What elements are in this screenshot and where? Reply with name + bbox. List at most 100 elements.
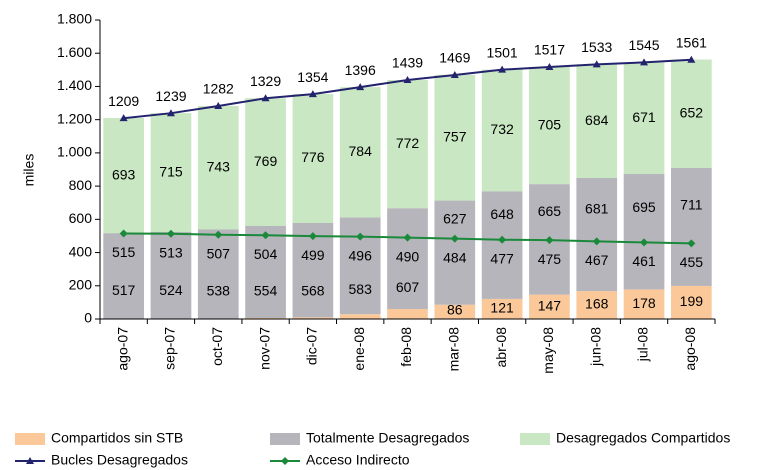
legend-label: Compartidos sin STB <box>51 430 183 446</box>
bar <box>481 69 523 192</box>
line-label: 1533 <box>581 39 612 55</box>
x-tick-label: ene-08 <box>351 327 367 371</box>
bar <box>387 309 428 319</box>
bar <box>529 294 570 319</box>
bar <box>576 64 618 178</box>
bar <box>339 314 381 319</box>
marker <box>356 232 365 241</box>
bar <box>387 208 428 310</box>
x-tick-label: ago-07 <box>114 327 130 371</box>
y-tick-label: 800 <box>69 177 93 193</box>
x-tick-label: oct-07 <box>209 327 225 366</box>
x-tick-label: nov-07 <box>256 327 272 370</box>
marker <box>308 232 317 241</box>
bar-label: 568 <box>301 282 325 298</box>
bar-label: 121 <box>490 300 514 316</box>
bar-label: 705 <box>538 116 562 132</box>
marker <box>640 238 649 247</box>
bar <box>434 74 476 201</box>
bar-label: 769 <box>254 153 278 169</box>
bar <box>671 167 712 286</box>
marker <box>450 70 459 78</box>
bar <box>245 98 286 226</box>
bar-label: 743 <box>207 158 231 174</box>
marker <box>592 60 601 68</box>
line-label: 513 <box>159 244 183 260</box>
line-label: 1545 <box>628 37 659 53</box>
line-label: 1517 <box>534 42 565 58</box>
bar-label: 681 <box>585 200 609 216</box>
x-tick-label: jun-08 <box>587 327 603 367</box>
marker <box>119 229 128 238</box>
line-label: 1439 <box>392 55 423 71</box>
x-tick-label: may-08 <box>540 327 556 374</box>
legend-label: Desagregados Compartidos <box>556 430 730 446</box>
line-label: 515 <box>112 244 136 260</box>
x-tick-label: feb-08 <box>398 327 414 367</box>
bar-label: 538 <box>207 282 231 298</box>
legend-label: Acceso Indirecto <box>306 452 410 468</box>
line-label: 1239 <box>155 88 186 104</box>
marker <box>403 75 412 83</box>
bar <box>197 106 239 230</box>
line-label: 1501 <box>487 44 518 60</box>
line-label: 490 <box>396 248 420 264</box>
line-label: 1209 <box>108 93 139 109</box>
bar <box>576 291 618 319</box>
bar-label: 671 <box>632 109 656 125</box>
y-tick-label: 200 <box>69 276 93 292</box>
bar-label: 772 <box>396 135 420 151</box>
bar <box>339 87 381 218</box>
bar-label: 607 <box>396 279 420 295</box>
bar-label: 517 <box>112 282 136 298</box>
line-label: 1469 <box>439 50 470 66</box>
bar <box>623 62 665 174</box>
bar <box>481 298 523 319</box>
bar <box>671 285 712 319</box>
bar <box>292 94 334 223</box>
marker <box>403 233 412 242</box>
bar-label: 648 <box>490 206 514 222</box>
line-label: 499 <box>301 247 325 263</box>
x-tick-label: dic-07 <box>304 327 320 365</box>
bar-label: 583 <box>349 281 373 297</box>
marker <box>640 58 649 66</box>
y-tick-label: 1.000 <box>57 144 92 160</box>
marker <box>498 235 507 244</box>
y-tick-label: 1.800 <box>57 11 92 27</box>
bar-label: 715 <box>159 163 183 179</box>
x-tick-label: ago-08 <box>682 327 698 371</box>
x-tick-label: sep-07 <box>162 327 178 370</box>
legend-label: Totalmente Desagregados <box>306 430 469 446</box>
bar-label: 757 <box>443 128 467 144</box>
bar-label: 86 <box>447 302 463 318</box>
bar <box>576 177 618 292</box>
marker <box>498 65 507 73</box>
bar <box>103 233 144 319</box>
marker <box>687 55 696 63</box>
line-label: 1329 <box>250 73 281 89</box>
legend-swatch <box>270 433 300 445</box>
bar <box>339 217 381 315</box>
bar <box>671 59 712 168</box>
line-label: 1396 <box>345 62 376 78</box>
legend-swatch <box>15 433 45 445</box>
marker <box>545 236 554 245</box>
bar <box>197 229 239 319</box>
bar <box>623 289 665 319</box>
bar-label: 693 <box>112 166 136 182</box>
marker <box>214 102 223 110</box>
bar-label: 776 <box>301 149 325 165</box>
marker <box>119 114 128 122</box>
line-label: 1282 <box>203 81 234 97</box>
marker <box>261 94 270 102</box>
line-label: 467 <box>585 252 609 268</box>
bar-label: 147 <box>538 297 562 313</box>
x-tick-label: jul-08 <box>635 327 651 362</box>
marker <box>166 109 175 117</box>
bar <box>434 304 476 319</box>
line-label: 504 <box>254 246 278 262</box>
line-label: 496 <box>349 247 373 263</box>
bar <box>481 191 523 299</box>
